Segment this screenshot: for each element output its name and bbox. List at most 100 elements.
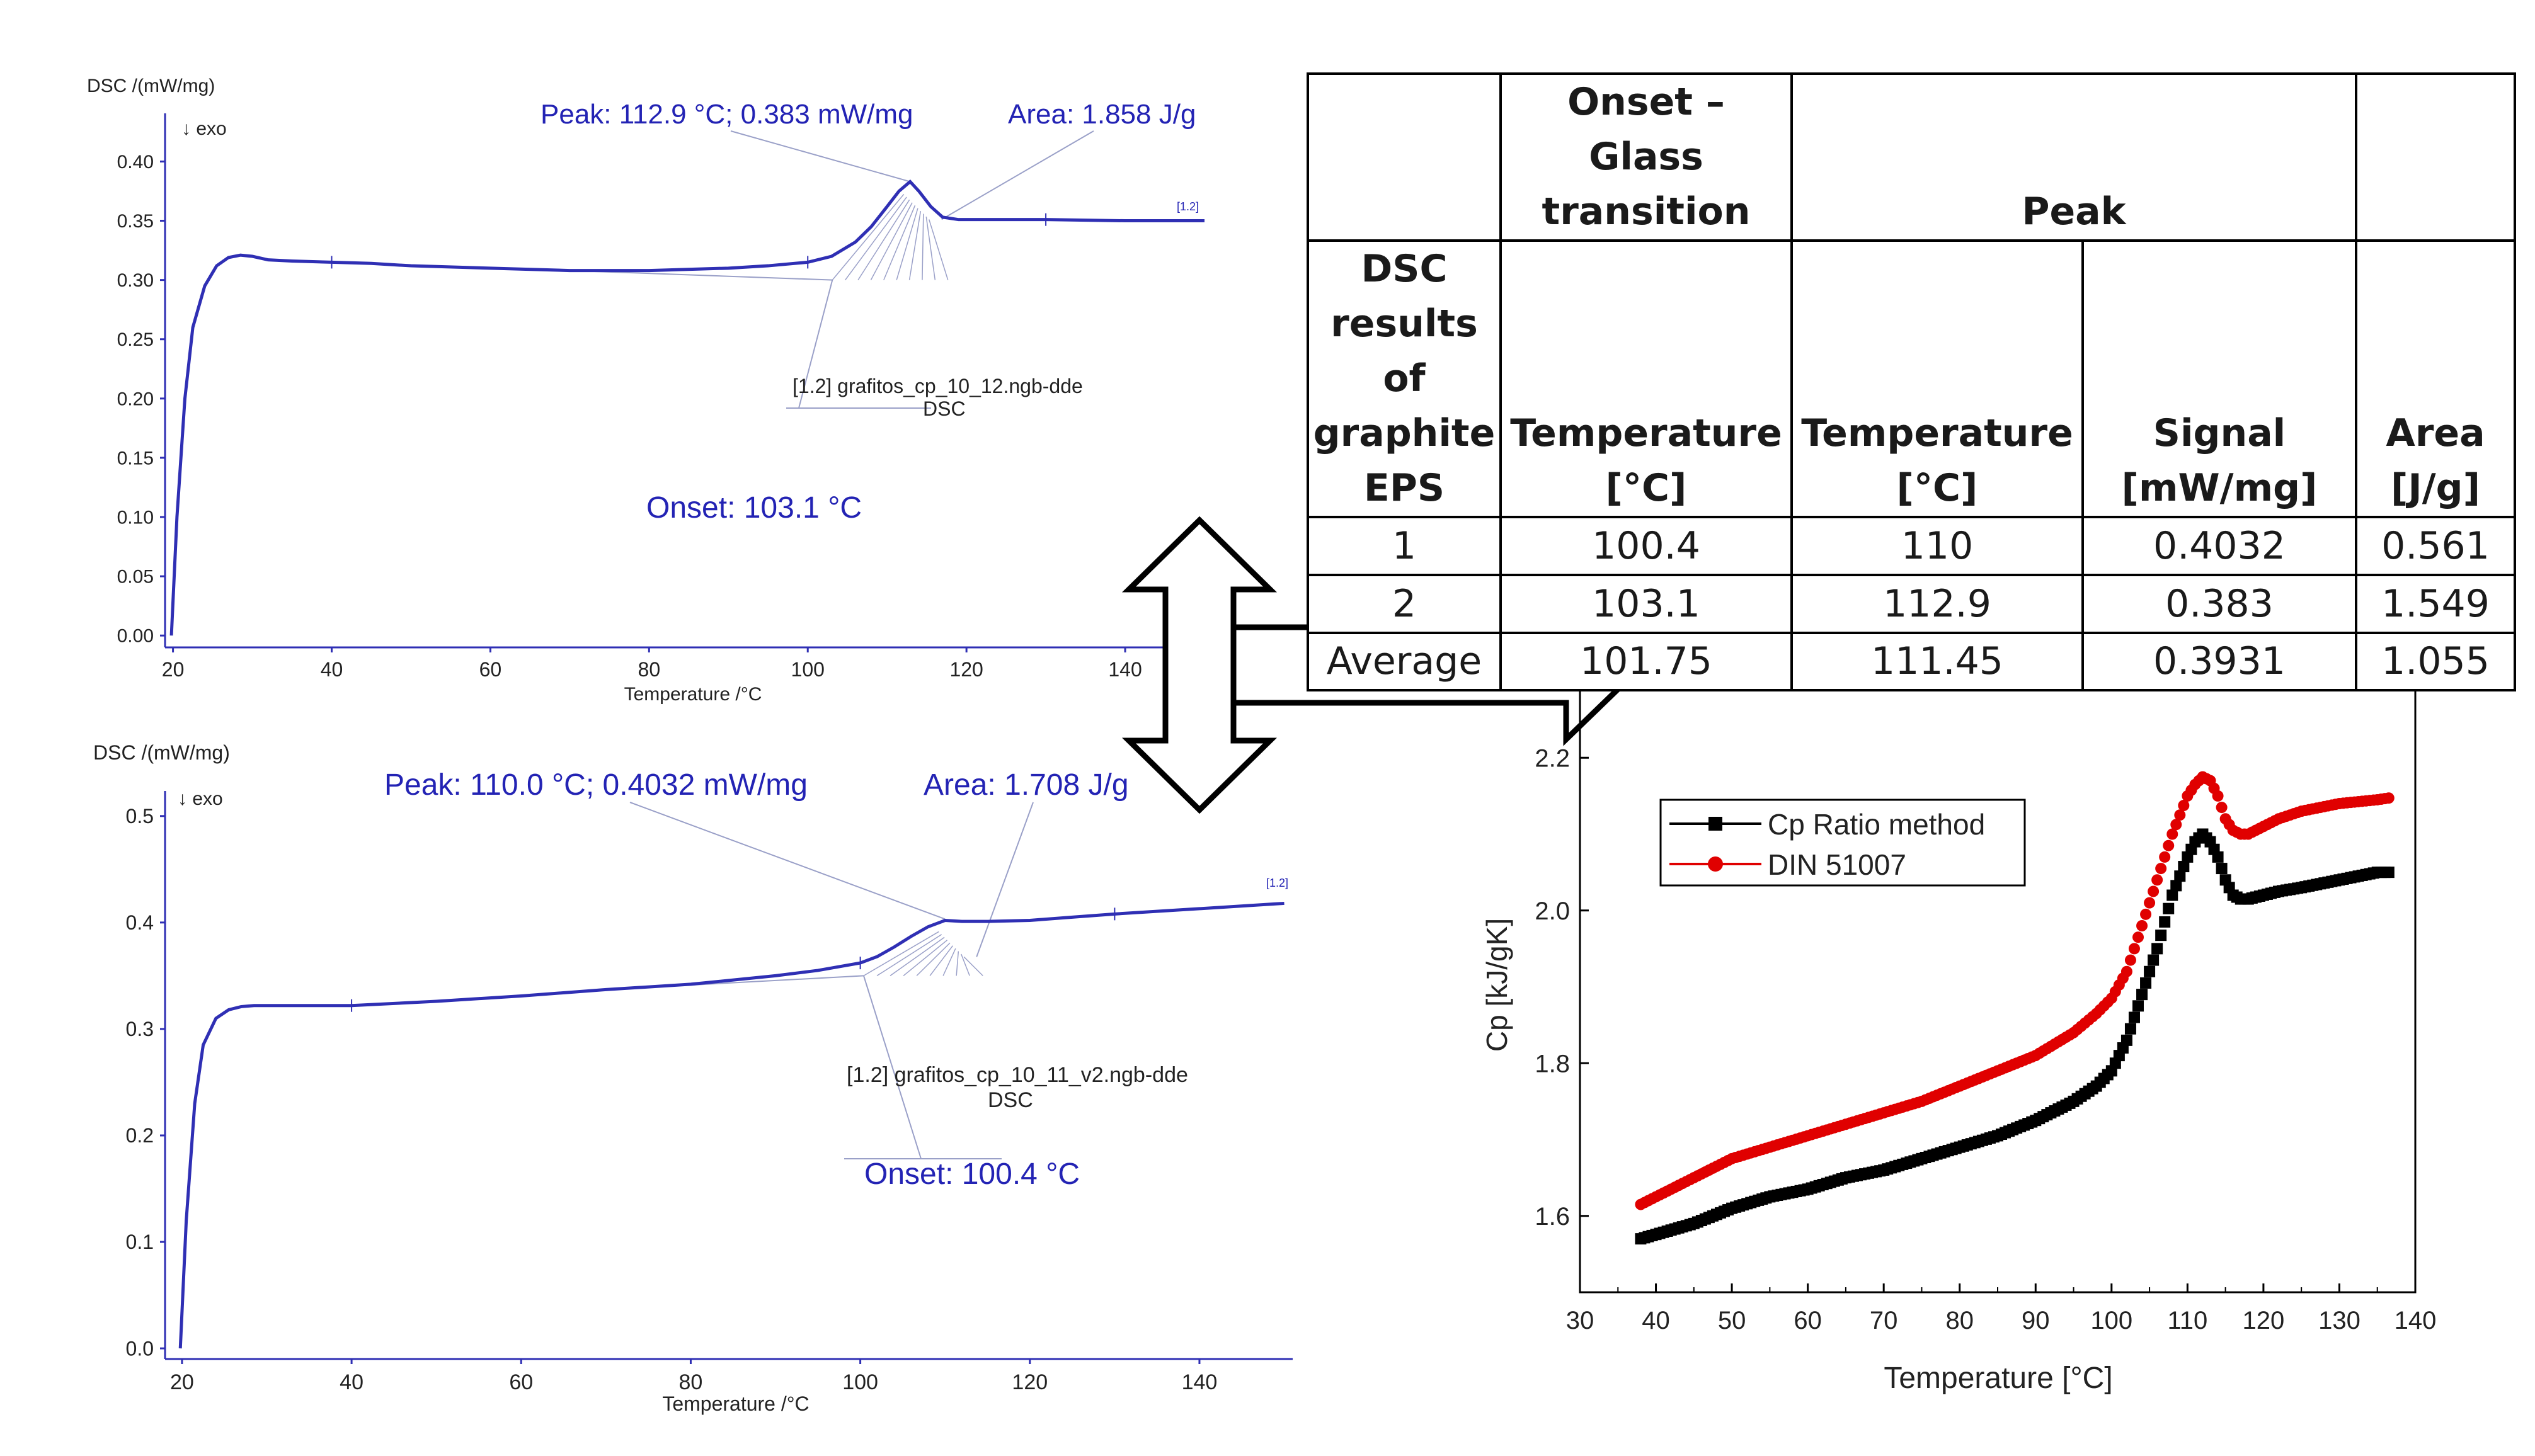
- x-tick-label: 40: [321, 658, 343, 681]
- y-tick-label: 0.40: [117, 152, 154, 173]
- data-point-cp-ratio: [2124, 1023, 2136, 1035]
- data-point-cp-ratio: [2170, 880, 2182, 892]
- peak-annotation: Peak: 110.0 °C; 0.4032 mW/mg: [384, 768, 808, 802]
- y-tick-label: 0.1: [126, 1231, 154, 1253]
- data-point-cp-ratio: [2120, 1034, 2132, 1046]
- x-tick-label: 140: [1182, 1370, 1218, 1394]
- x-tick-label: 60: [509, 1370, 533, 1394]
- x-tick-label: 80: [1945, 1307, 1974, 1334]
- x-tick-label: 100: [842, 1370, 878, 1394]
- y-tick-label: 0.05: [117, 567, 154, 588]
- data-point-din: [2151, 874, 2163, 886]
- x-tick-label: 60: [479, 658, 502, 681]
- cell-peak: 110: [1790, 516, 2084, 576]
- onset-annotation: Onset: 103.1 °C: [646, 491, 862, 525]
- area-annotation: Area: 1.858 J/g: [1008, 99, 1196, 130]
- data-point-din: [2383, 792, 2395, 804]
- cell-signal: 0.4032: [2081, 516, 2357, 576]
- legend: Cp Ratio method DIN 51007: [1659, 799, 2026, 887]
- data-point-cp-ratio: [2136, 989, 2148, 1001]
- data-point-din: [2163, 839, 2175, 851]
- dsc-curve: [169, 179, 1205, 636]
- x-tick-label: 50: [1718, 1307, 1746, 1334]
- y-tick-label: 0.00: [117, 626, 154, 647]
- cell-signal: 0.383: [2081, 574, 2357, 634]
- header-empty-right: [2355, 72, 2516, 242]
- area-hatch: [896, 208, 918, 280]
- data-point-din: [2120, 965, 2132, 977]
- legend-file: [1.2] grafitos_cp_10_12.ngb-dde: [793, 375, 1083, 397]
- x-tick-label: 130: [2318, 1307, 2360, 1334]
- area-hatch: [903, 940, 948, 976]
- data-point-cp-ratio: [2159, 916, 2171, 928]
- x-tick-label: 100: [2090, 1307, 2132, 1334]
- data-point-cp-ratio: [2132, 1000, 2144, 1012]
- peak-leader-line: [730, 130, 910, 183]
- col-peak-temp: Temperature [°C]: [1790, 239, 2084, 518]
- area-annotation: Area: 1.708 J/g: [924, 768, 1129, 802]
- area-hatch: [883, 205, 916, 280]
- cell-area: 0.561: [2355, 516, 2516, 576]
- plot-frame: [1579, 680, 2417, 1294]
- cell-area: 1.055: [2355, 632, 2516, 691]
- area-hatch: [870, 202, 913, 280]
- x-tick-label: 110: [2167, 1307, 2207, 1334]
- area-hatch: [916, 942, 951, 976]
- data-point-din: [2128, 943, 2140, 955]
- data-point-cp-ratio: [2383, 867, 2395, 879]
- row-label: 2: [1307, 574, 1502, 634]
- y-axis-label: DSC /(mW/mg): [93, 741, 230, 764]
- cell-onset: 100.4: [1499, 516, 1793, 576]
- y-tick-label: 0.30: [117, 270, 154, 291]
- col-signal: Signal [mW/mg]: [2081, 239, 2357, 518]
- area-hatch: [832, 193, 905, 281]
- data-point-din: [2174, 809, 2186, 821]
- table-header-row: Onset – Glass transition Peak: [1307, 72, 2516, 242]
- table-subheader-row: DSC results of graphite EPS Temperature …: [1307, 239, 2516, 518]
- data-point-din: [2132, 931, 2144, 943]
- table-row: 2 103.1 112.9 0.383 1.549: [1307, 574, 2516, 634]
- x-axis-label: Temperature /°C: [624, 684, 762, 705]
- y-ticks: 0.0 0.1 0.2 0.3 0.4 0.5: [126, 805, 165, 1360]
- cell-area: 1.549: [2355, 574, 2516, 634]
- table-row: 1 100.4 110 0.4032 0.561: [1307, 516, 2516, 576]
- area-leader-line: [941, 130, 1094, 220]
- legend-box: [1659, 799, 2026, 887]
- x-ticks: 20 40 60 80 100 120 140: [170, 1359, 1217, 1394]
- data-point-cp-ratio: [2178, 861, 2190, 873]
- data-point-din: [2136, 920, 2148, 931]
- y-tick-label: 0.4: [126, 911, 154, 934]
- y-tick-label: 0.10: [117, 508, 154, 528]
- y-axis-label: DSC /(mW/mg): [87, 76, 215, 96]
- dsc-chart-top: DSC /(mW/mg) ↓ exo 0.000.050.100.150.200…: [87, 76, 1205, 705]
- cell-peak: 112.9: [1790, 574, 2084, 634]
- area-hatch: [876, 934, 942, 977]
- legend-label-cp-ratio: Cp Ratio method: [1768, 808, 1985, 841]
- x-ticks: 20 40 60 80 100 120 140: [162, 647, 1142, 681]
- y-tick-label: 0.2: [126, 1124, 154, 1147]
- data-point-din: [2155, 863, 2167, 875]
- x-tick-label: 90: [2022, 1307, 2050, 1334]
- legend-marker-din: [1708, 856, 1723, 872]
- x-ticks: 30 40 50 60 70 80 90 100 110 120 130 140: [1566, 1283, 2436, 1334]
- table-row: Average 101.75 111.45 0.3931 1.055: [1307, 632, 2516, 691]
- header-onset: Onset – Glass transition: [1499, 72, 1793, 242]
- data-point-din: [2144, 897, 2156, 909]
- x-tick-label: 20: [170, 1370, 194, 1394]
- legend-sub: DSC: [923, 397, 966, 420]
- y-tick-label: 0.35: [117, 211, 154, 232]
- data-point-cp-ratio: [2128, 1011, 2140, 1023]
- y-tick-label: 2.0: [1535, 897, 1570, 925]
- data-point-din: [2170, 819, 2182, 831]
- curve-tag: [1.2]: [1177, 200, 1199, 213]
- area-hatch: [845, 196, 907, 281]
- x-tick-label: 20: [162, 658, 185, 681]
- x-tick-label: 80: [679, 1370, 703, 1394]
- onset-leader-line: [863, 975, 922, 1159]
- area-hatch: [961, 953, 970, 976]
- peak-leader-line: [629, 802, 946, 920]
- x-axis-label: Temperature /°C: [662, 1392, 809, 1415]
- data-point-din: [2124, 954, 2136, 966]
- y-ticks: 1.6 1.8 2.0 2.2: [1535, 744, 1589, 1231]
